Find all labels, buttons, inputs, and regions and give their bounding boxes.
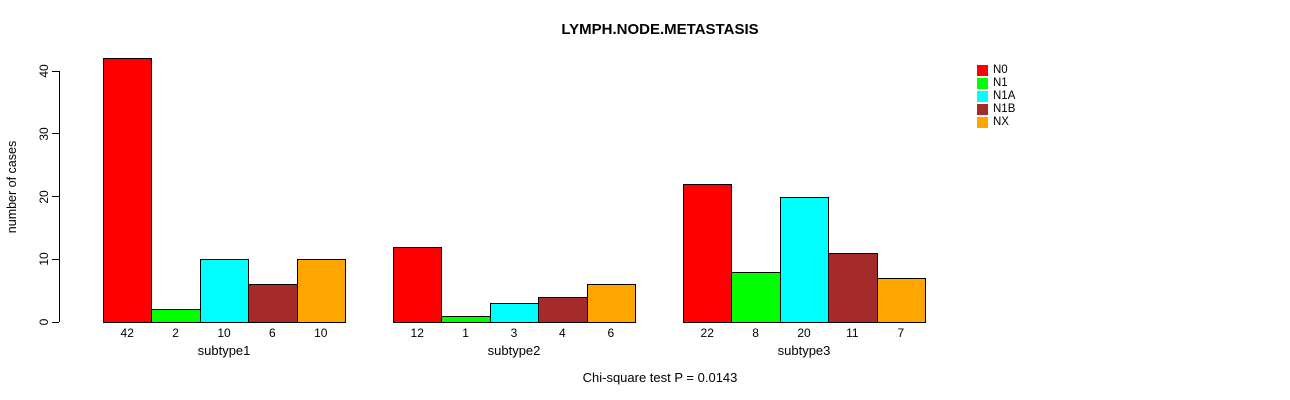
y-tick-label: 10 [37,252,51,266]
bar-value-label: 10 [314,326,328,340]
bar-value-label: 12 [410,326,424,340]
y-tick-mark [52,196,59,197]
y-tick-mark [52,70,59,72]
legend-label: N0 [993,64,1008,76]
category-label-subtype3: subtype3 [777,343,831,358]
legend-swatch-icon [977,78,988,89]
bar-value-label: 4 [559,326,566,340]
bar-subtype1-NX [296,259,346,323]
bar-value-label: 3 [510,326,518,340]
bar-value-label: 10 [217,326,231,340]
chart-title: LYMPH.NODE.METASTASIS [561,21,759,38]
legend-item-N0: N0 [977,64,1015,77]
bar-value-label: 6 [269,326,276,340]
bar-value-label: 2 [172,326,179,340]
bar-value-label: 20 [797,326,811,340]
legend-item-N1: N1 [977,77,1015,90]
y-axis-line [59,71,60,322]
bar-value-label: 42 [120,326,134,340]
bar-value-label: 22 [700,326,714,340]
bar-subtype3-N1A [779,196,830,323]
bar-value-label: 8 [752,326,759,340]
y-axis-label: number of cases [5,140,19,234]
category-label-subtype2: subtype2 [487,343,541,358]
bar-subtype1-N1A [199,259,250,323]
bar-subtype2-N0 [393,246,443,323]
bar-subtype1-N1 [151,309,201,323]
bar-subtype2-N1B [538,296,588,323]
y-tick-mark [52,258,59,260]
legend-swatch-icon [977,104,988,115]
y-tick-label: 40 [37,64,51,78]
legend: N0 N1 N1A N1B NX [977,64,1015,129]
bar-subtype3-N1B [828,252,878,323]
y-tick-mark [52,321,59,323]
legend-swatch-icon [977,117,988,128]
y-tick-label: 20 [37,189,51,204]
legend-label: N1B [993,103,1016,115]
bar-value-label: 1 [462,326,469,340]
bar-subtype3-N0 [683,183,733,323]
bar-value-label: 6 [607,326,615,340]
category-label-subtype1: subtype1 [197,343,251,358]
legend-label: N1A [993,90,1016,102]
bar-subtype2-N1 [441,315,491,323]
legend-item-NX: NX [977,116,1015,129]
y-tick-label: 30 [37,127,51,141]
bar-value-label: 11 [846,326,859,340]
bar-subtype2-N1A [489,303,540,323]
legend-item-N1B: N1B [977,103,1015,116]
bar-subtype3-N1 [731,271,781,323]
bar-subtype2-NX [586,284,636,323]
legend-swatch-icon [977,91,988,102]
y-tick-label: 0 [37,318,51,326]
legend-label: NX [993,116,1009,128]
bar-value-label: 7 [897,326,905,340]
y-tick-mark [52,133,59,135]
bar-subtype3-NX [876,278,926,323]
legend-item-N1A: N1A [977,90,1015,103]
bar-subtype1-N0 [103,58,153,323]
chi-square-note: Chi-square test P = 0.0143 [582,370,738,385]
legend-swatch-icon [977,65,988,76]
legend-label: N1 [993,77,1008,89]
bar-subtype1-N1B [248,284,298,323]
